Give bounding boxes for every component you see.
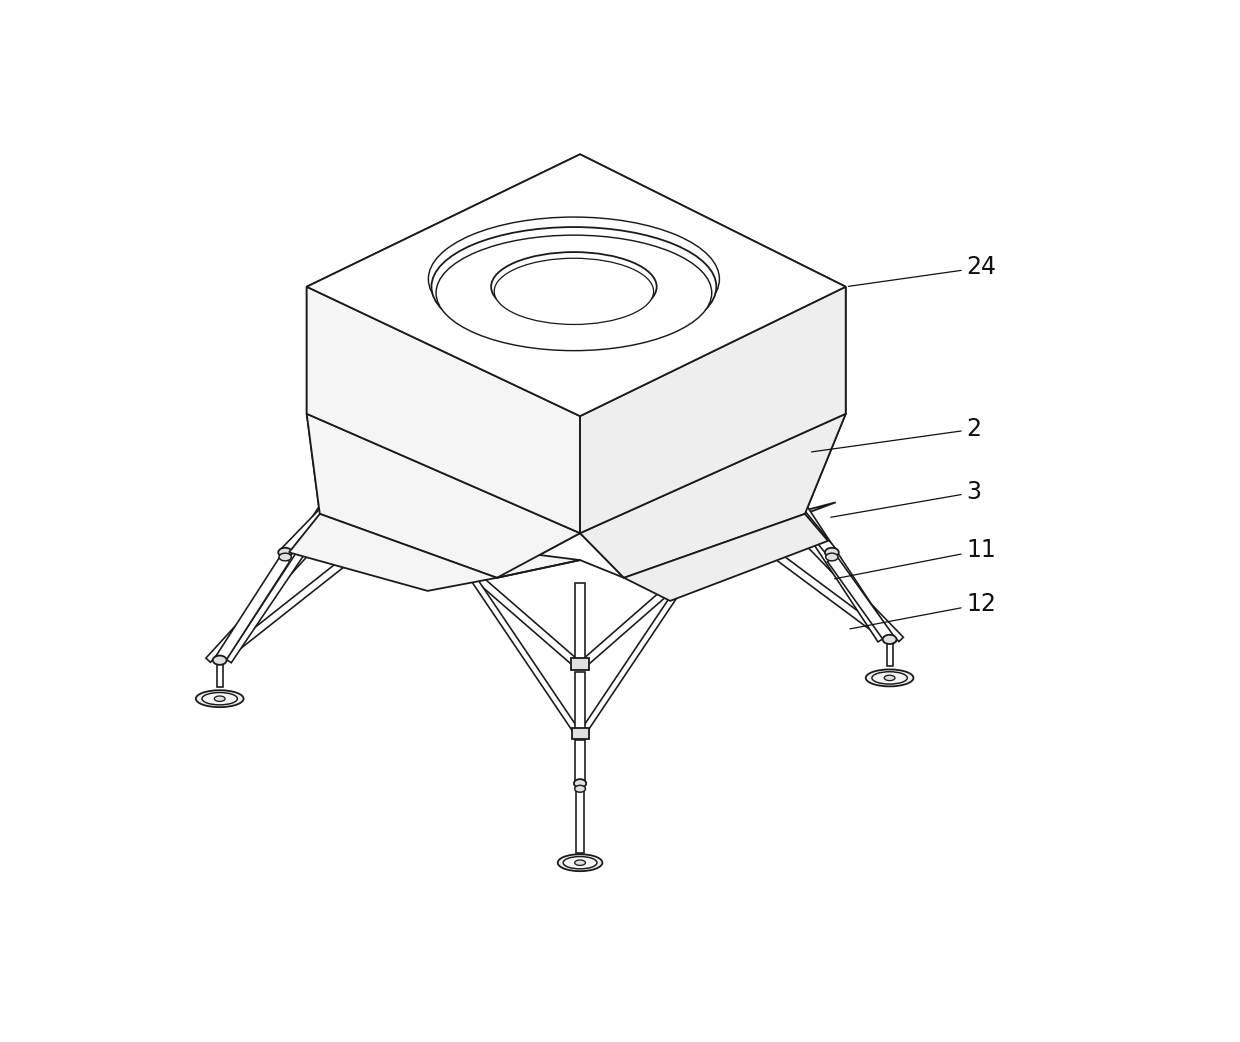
- Polygon shape: [577, 791, 584, 852]
- Ellipse shape: [428, 217, 719, 341]
- Ellipse shape: [826, 553, 838, 561]
- Ellipse shape: [279, 553, 291, 561]
- Polygon shape: [347, 437, 357, 475]
- Ellipse shape: [491, 252, 657, 321]
- Ellipse shape: [343, 470, 361, 480]
- Ellipse shape: [432, 227, 717, 346]
- Ellipse shape: [825, 548, 838, 557]
- Polygon shape: [574, 584, 585, 664]
- Text: 12: 12: [849, 592, 997, 629]
- Polygon shape: [281, 475, 360, 556]
- Polygon shape: [306, 154, 846, 416]
- Polygon shape: [580, 414, 846, 578]
- Polygon shape: [761, 425, 771, 464]
- Polygon shape: [759, 465, 836, 555]
- Ellipse shape: [872, 672, 908, 684]
- Polygon shape: [580, 566, 696, 735]
- Ellipse shape: [196, 690, 243, 708]
- Ellipse shape: [574, 860, 585, 866]
- Text: 2: 2: [811, 417, 982, 452]
- Ellipse shape: [202, 693, 237, 704]
- Polygon shape: [206, 461, 392, 663]
- Polygon shape: [580, 287, 846, 534]
- Polygon shape: [656, 465, 892, 643]
- Ellipse shape: [574, 779, 587, 788]
- Polygon shape: [624, 514, 828, 601]
- Polygon shape: [217, 477, 343, 666]
- Polygon shape: [575, 740, 585, 784]
- Polygon shape: [718, 450, 904, 642]
- Ellipse shape: [563, 857, 596, 869]
- Ellipse shape: [278, 548, 293, 557]
- Polygon shape: [320, 514, 580, 578]
- Text: 11: 11: [835, 538, 997, 578]
- Polygon shape: [306, 287, 580, 534]
- Ellipse shape: [758, 458, 775, 469]
- Ellipse shape: [558, 854, 603, 871]
- Text: 24: 24: [848, 255, 997, 287]
- Text: 3: 3: [831, 480, 982, 517]
- Polygon shape: [580, 287, 846, 534]
- Polygon shape: [580, 565, 696, 667]
- Polygon shape: [289, 514, 497, 591]
- Polygon shape: [306, 414, 580, 578]
- Polygon shape: [306, 287, 580, 534]
- Ellipse shape: [345, 477, 360, 487]
- Polygon shape: [570, 658, 589, 670]
- Polygon shape: [217, 664, 223, 687]
- Polygon shape: [223, 473, 356, 663]
- Ellipse shape: [574, 786, 585, 792]
- Ellipse shape: [436, 235, 712, 351]
- Polygon shape: [216, 555, 290, 663]
- Polygon shape: [574, 672, 585, 734]
- Polygon shape: [572, 728, 589, 739]
- Ellipse shape: [495, 258, 653, 324]
- Polygon shape: [217, 475, 453, 663]
- Polygon shape: [464, 566, 580, 735]
- Ellipse shape: [215, 696, 226, 701]
- Ellipse shape: [759, 466, 774, 474]
- Ellipse shape: [495, 258, 653, 324]
- Polygon shape: [763, 462, 885, 642]
- Ellipse shape: [884, 675, 895, 680]
- Polygon shape: [464, 565, 579, 667]
- Ellipse shape: [435, 235, 713, 351]
- Ellipse shape: [883, 635, 897, 644]
- Polygon shape: [775, 466, 897, 645]
- Ellipse shape: [213, 655, 227, 665]
- Polygon shape: [887, 643, 893, 666]
- Polygon shape: [580, 414, 846, 578]
- Ellipse shape: [491, 252, 657, 321]
- Ellipse shape: [428, 217, 719, 341]
- Polygon shape: [624, 502, 836, 578]
- Polygon shape: [827, 555, 894, 643]
- Polygon shape: [306, 414, 580, 578]
- Ellipse shape: [866, 669, 914, 687]
- Polygon shape: [306, 154, 846, 416]
- Ellipse shape: [432, 227, 717, 346]
